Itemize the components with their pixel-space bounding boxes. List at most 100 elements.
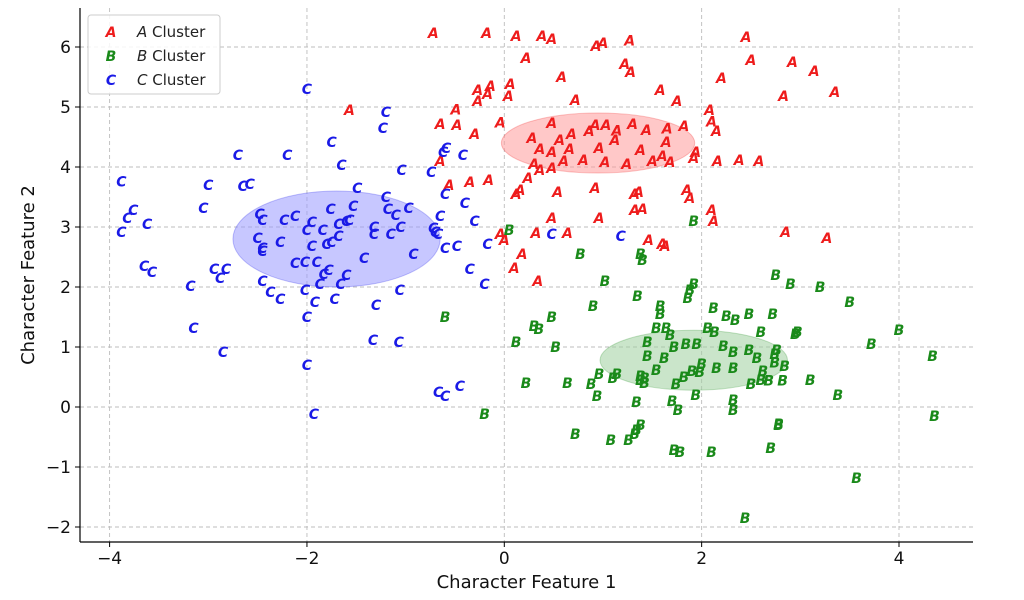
c-point: C [319,267,330,283]
b-point: B [651,321,662,337]
b-point: B [608,371,619,387]
b-point: B [730,313,741,329]
c-point: C [315,277,326,293]
x-tick-label: 4 [894,549,905,569]
a-cluster-ellipse [500,112,696,174]
b-point: B [792,325,803,341]
a-point: A [520,51,532,67]
a-point: A [443,178,455,194]
c-point: C [470,214,481,230]
c-point: C [252,231,263,247]
b-point: B [866,337,877,353]
a-point: A [494,227,506,243]
c-point: C [369,220,380,236]
b-point: B [752,351,763,367]
c-point: C [300,255,311,271]
c-point: C [275,292,286,308]
a-point: A [565,127,577,143]
b-point: B [770,268,781,284]
a-point: A [343,103,355,119]
a-point: A [646,154,658,170]
c-point: C [369,227,380,243]
c-point: C [128,203,139,219]
a-point: A [705,114,717,130]
a-point: A [510,187,522,203]
a-point: A [527,157,539,173]
c-point: C [257,244,268,260]
c-point: C [122,211,133,227]
c-point: C [312,255,323,271]
a-point: A [545,161,557,177]
c-point: C [368,333,379,349]
a-point: A [634,143,646,159]
a-point: A [480,26,492,42]
c-point: C [254,207,265,223]
b-point: B [711,361,722,377]
b-point: B [709,325,720,341]
a-point: A [779,225,791,241]
b-point: B [756,373,767,389]
c-point: C [139,259,150,275]
b-point: B [631,423,642,439]
b-point: B [702,321,713,337]
c-point: C [391,208,402,224]
a-point: A [733,153,745,169]
a-point: A [618,57,630,73]
a-point: A [561,226,573,242]
y-tick-label: 3 [60,218,71,238]
c-point: C [329,292,340,308]
b-point: B [706,445,717,461]
c-point: C [440,389,451,405]
a-point: A [522,171,534,187]
c-point: C [147,265,158,281]
a-point: A [821,231,833,247]
c-point: C [433,227,444,243]
a-point: A [623,33,635,49]
b-point: B [815,280,826,296]
c-point: C [403,201,414,217]
b-point: B [851,471,862,487]
c-point: C [116,225,127,241]
a-point: A [545,116,557,132]
a-point: A [551,185,563,201]
c-point: C [324,263,335,279]
b-point: B [667,394,678,410]
legend-marker: B [106,49,117,65]
b-point: B [721,309,732,325]
b-point: B [639,376,650,392]
b-point: B [651,363,662,379]
a-point: A [599,155,611,171]
b-point: B [757,364,768,380]
a-point: A [626,117,638,133]
x-axis-label: Character Feature 1 [437,572,617,593]
a-point: A [654,83,666,99]
a-point: A [745,53,757,69]
a-point: A [687,151,699,167]
b-point: B [686,364,697,380]
a-point: A [608,133,620,149]
a-point: A [533,163,545,179]
legend: A A Cluster B B Cluster C C Cluster [87,14,221,95]
b-point: B [746,377,757,393]
b-point: B [777,374,788,390]
b-point: B [611,367,622,383]
a-point: A [777,89,789,105]
c-point: C [341,214,352,230]
c-point: C [290,209,301,225]
a-point: A [786,55,798,71]
c-point: C [336,158,347,174]
b-point: B [635,369,646,385]
b-point: B [671,377,682,393]
c-point: C [325,202,336,218]
c-point: C [265,285,276,301]
c-point: C [215,271,226,287]
b-point: B [929,409,940,425]
c-point: C [440,187,451,203]
b-point: B [635,418,646,434]
a-point: A [680,183,692,199]
a-point: A [707,214,719,230]
c-point: C [257,241,268,257]
b-point: B [690,388,701,404]
a-point: A [589,118,601,134]
a-point: A [660,135,672,151]
